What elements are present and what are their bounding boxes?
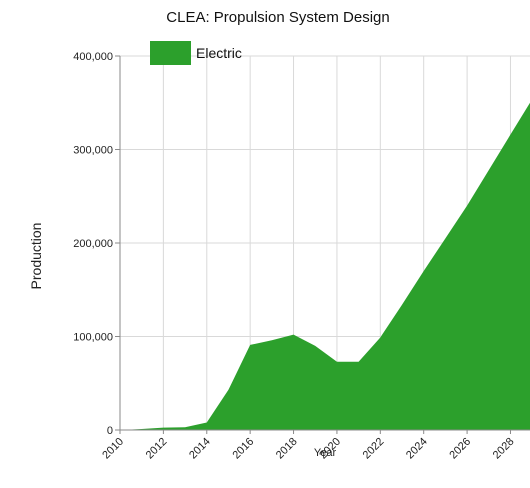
x-tick-label: 2022 — [361, 436, 387, 462]
y-tick-label: 200,000 — [73, 238, 113, 250]
y-tick-label: 300,000 — [73, 145, 113, 157]
series-area-layer — [120, 102, 530, 430]
x-tick-label: 2028 — [491, 436, 517, 462]
x-tick-label: 2018 — [274, 436, 300, 462]
x-axis-label: Year — [314, 447, 337, 459]
y-axis-label: Production — [28, 223, 44, 290]
y-tick-label: 0 — [107, 425, 113, 437]
legend-label-electric: Electric — [196, 45, 242, 61]
legend: Electric — [150, 41, 242, 65]
legend-swatch-electric — [150, 41, 191, 65]
x-tick-label: 2016 — [230, 436, 256, 462]
chart-title: CLEA: Propulsion System Design — [166, 9, 389, 26]
x-tick-label: 2014 — [187, 436, 213, 462]
x-tick-label: 2026 — [447, 436, 473, 462]
y-tick-label: 100,000 — [73, 332, 113, 344]
y-tick-label: 400,000 — [73, 51, 113, 63]
grid-lines — [120, 55, 530, 430]
axes — [115, 55, 530, 434]
x-tick-label: 2024 — [404, 436, 430, 462]
x-tick-label: 2010 — [100, 436, 126, 462]
x-tick-label: 2012 — [144, 436, 170, 462]
x-tick-labels: 2010 2012 2014 2016 2018 2020 2022 2024 2026 2028 — [100, 436, 516, 462]
y-tick-labels: 0 100,000 200,000 300,000 400,000 — [73, 51, 113, 437]
series-area-electric — [120, 102, 530, 430]
